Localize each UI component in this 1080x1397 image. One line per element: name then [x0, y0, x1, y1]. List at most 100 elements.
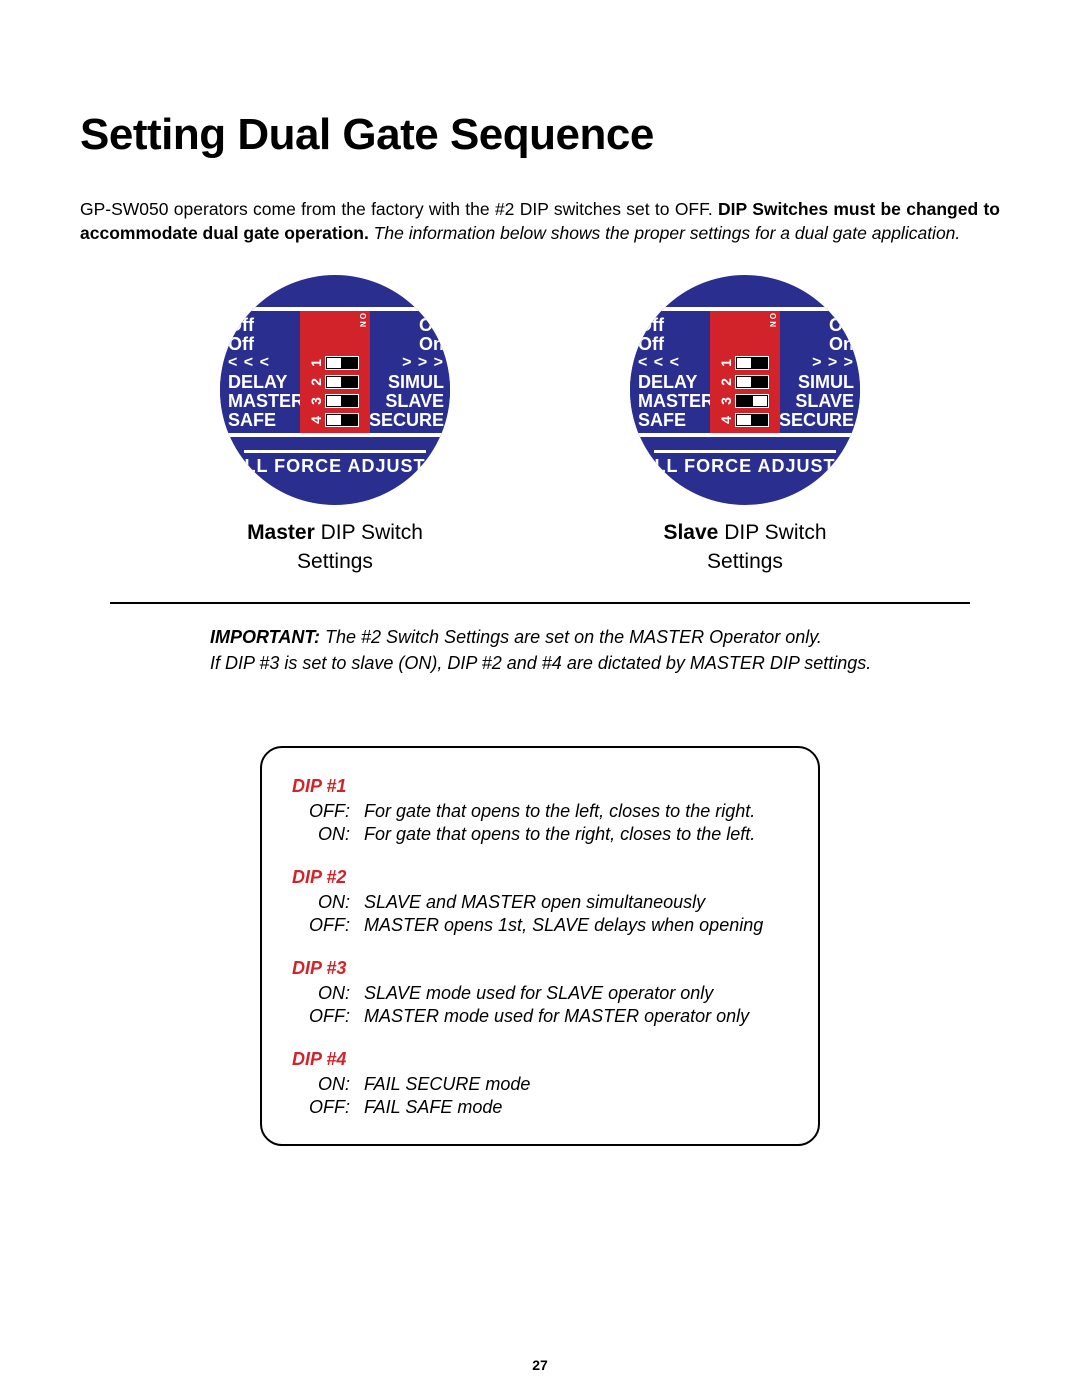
master-dial-group: Off Off < < < DELAY MASTER SAFE ON 1 2 3…	[220, 275, 450, 576]
label-safe: SAFE	[228, 410, 300, 429]
caption-line2: Settings	[297, 550, 373, 573]
label-off: Off	[638, 334, 710, 353]
caption-rest: DIP Switch	[718, 521, 826, 544]
label-on: On	[419, 334, 444, 353]
caption-rest: DIP Switch	[315, 521, 423, 544]
dip-row: 3	[300, 391, 370, 410]
dip-nub	[327, 415, 341, 425]
dip-row: OFF:For gate that opens to the left, clo…	[292, 801, 790, 822]
dip-desc: FAIL SAFE mode	[364, 1097, 790, 1118]
on-tag: ON	[768, 313, 777, 329]
label-delay: DELAY	[228, 372, 300, 391]
dip-row: 3	[710, 391, 780, 410]
dip-row: 4	[710, 410, 780, 429]
dip-slot	[735, 356, 769, 370]
page-title: Setting Dual Gate Sequence	[80, 110, 1000, 160]
dip-num: 1	[718, 358, 734, 368]
dip-row: ON:FAIL SECURE mode	[292, 1074, 790, 1095]
dip-num: 1	[308, 358, 324, 368]
dip-row: 4	[300, 410, 370, 429]
label-delay: DELAY	[638, 372, 710, 391]
dip-num: 2	[308, 377, 324, 387]
force-adjust-label: LL FORCE ADJUST	[220, 450, 450, 477]
dip-reference-box: DIP #1 OFF:For gate that opens to the le…	[260, 746, 820, 1146]
slave-caption: Slave DIP Switch Settings	[630, 519, 860, 576]
important-lead: IMPORTANT:	[210, 627, 320, 647]
dip-nub	[753, 396, 767, 406]
label-secure: SECURE	[779, 410, 854, 429]
dip-state: OFF:	[292, 1006, 364, 1027]
dip-state: OFF:	[292, 1097, 364, 1118]
dip-row: ON:For gate that opens to the right, clo…	[292, 824, 790, 845]
left-labels: Off Off < < < DELAY MASTER SAFE	[630, 311, 710, 433]
dip-slot	[325, 375, 359, 389]
dip-state: OFF:	[292, 915, 364, 936]
page-number: 27	[0, 1357, 1080, 1373]
important-l2: If DIP #3 is set to slave (ON), DIP #2 a…	[210, 653, 871, 673]
slave-switch-block: ON 1 2 3 4	[710, 311, 780, 433]
dip-num: 3	[308, 396, 324, 406]
dip-state: ON:	[292, 824, 364, 845]
dip-slot	[735, 394, 769, 408]
dip-header: DIP #1	[292, 776, 790, 797]
label-safe: SAFE	[638, 410, 710, 429]
intro-italic: The information below shows the proper s…	[369, 223, 960, 243]
arrows-right-icon: > > >	[812, 353, 854, 372]
on-tag: ON	[358, 313, 367, 329]
dip-num: 3	[718, 396, 734, 406]
dip-num: 4	[718, 415, 734, 425]
dip-row: OFF:MASTER mode used for MASTER operator…	[292, 1006, 790, 1027]
caption-bold: Slave	[663, 521, 718, 544]
slave-dial: Off Off < < < DELAY MASTER SAFE ON 1 2 3…	[630, 275, 860, 505]
dip-header: DIP #3	[292, 958, 790, 979]
dip-row: 2	[300, 372, 370, 391]
dip-row: OFF:FAIL SAFE mode	[292, 1097, 790, 1118]
dip-desc: SLAVE mode used for SLAVE operator only	[364, 983, 790, 1004]
dip-nub	[327, 358, 341, 368]
dip-state: ON:	[292, 892, 364, 913]
force-adjust-label: LL FORCE ADJUST	[630, 450, 860, 477]
arrows-left-icon: < < <	[638, 353, 710, 372]
label-on: On	[829, 315, 854, 334]
intro-paragraph: GP-SW050 operators come from the factory…	[80, 198, 1000, 245]
arrows-right-icon: > > >	[402, 353, 444, 372]
dip-desc: MASTER opens 1st, SLAVE delays when open…	[364, 915, 790, 936]
dip-slot	[325, 394, 359, 408]
dip-nub	[737, 415, 751, 425]
dip-row: OFF:MASTER opens 1st, SLAVE delays when …	[292, 915, 790, 936]
dip-nub	[327, 396, 341, 406]
right-labels: On On > > > SIMUL SLAVE SECURE	[780, 311, 860, 433]
dip-row: 1	[710, 353, 780, 372]
label-master: MASTER	[638, 391, 710, 410]
slave-dial-group: Off Off < < < DELAY MASTER SAFE ON 1 2 3…	[630, 275, 860, 576]
dip-num: 2	[718, 377, 734, 387]
dip-slot	[325, 356, 359, 370]
master-switch-block: ON 1 2 3 4	[300, 311, 370, 433]
label-on: On	[829, 334, 854, 353]
dip-desc: SLAVE and MASTER open simultaneously	[364, 892, 790, 913]
dip-dials-row: Off Off < < < DELAY MASTER SAFE ON 1 2 3…	[80, 275, 1000, 576]
label-off: Off	[638, 315, 710, 334]
slave-panel: Off Off < < < DELAY MASTER SAFE ON 1 2 3…	[630, 307, 860, 437]
important-l1: The #2 Switch Settings are set on the MA…	[320, 627, 822, 647]
caption-line2: Settings	[707, 550, 783, 573]
dip-state: OFF:	[292, 801, 364, 822]
intro-plain: GP-SW050 operators come from the factory…	[80, 199, 718, 219]
dip-row: ON:SLAVE and MASTER open simultaneously	[292, 892, 790, 913]
label-master: MASTER	[228, 391, 300, 410]
label-slave: SLAVE	[385, 391, 444, 410]
label-slave: SLAVE	[795, 391, 854, 410]
dip-desc: MASTER mode used for MASTER operator onl…	[364, 1006, 790, 1027]
separator	[110, 602, 970, 604]
dip-nub	[327, 377, 341, 387]
dip-desc: FAIL SECURE mode	[364, 1074, 790, 1095]
dip-slot	[735, 413, 769, 427]
label-on: On	[419, 315, 444, 334]
dip-slot	[325, 413, 359, 427]
master-panel: Off Off < < < DELAY MASTER SAFE ON 1 2 3…	[220, 307, 450, 437]
caption-bold: Master	[247, 521, 315, 544]
dip-group: DIP #4 ON:FAIL SECURE mode OFF:FAIL SAFE…	[292, 1049, 790, 1118]
dip-nub	[737, 358, 751, 368]
dip-desc: For gate that opens to the right, closes…	[364, 824, 790, 845]
important-note: IMPORTANT: The #2 Switch Settings are se…	[210, 624, 1000, 676]
